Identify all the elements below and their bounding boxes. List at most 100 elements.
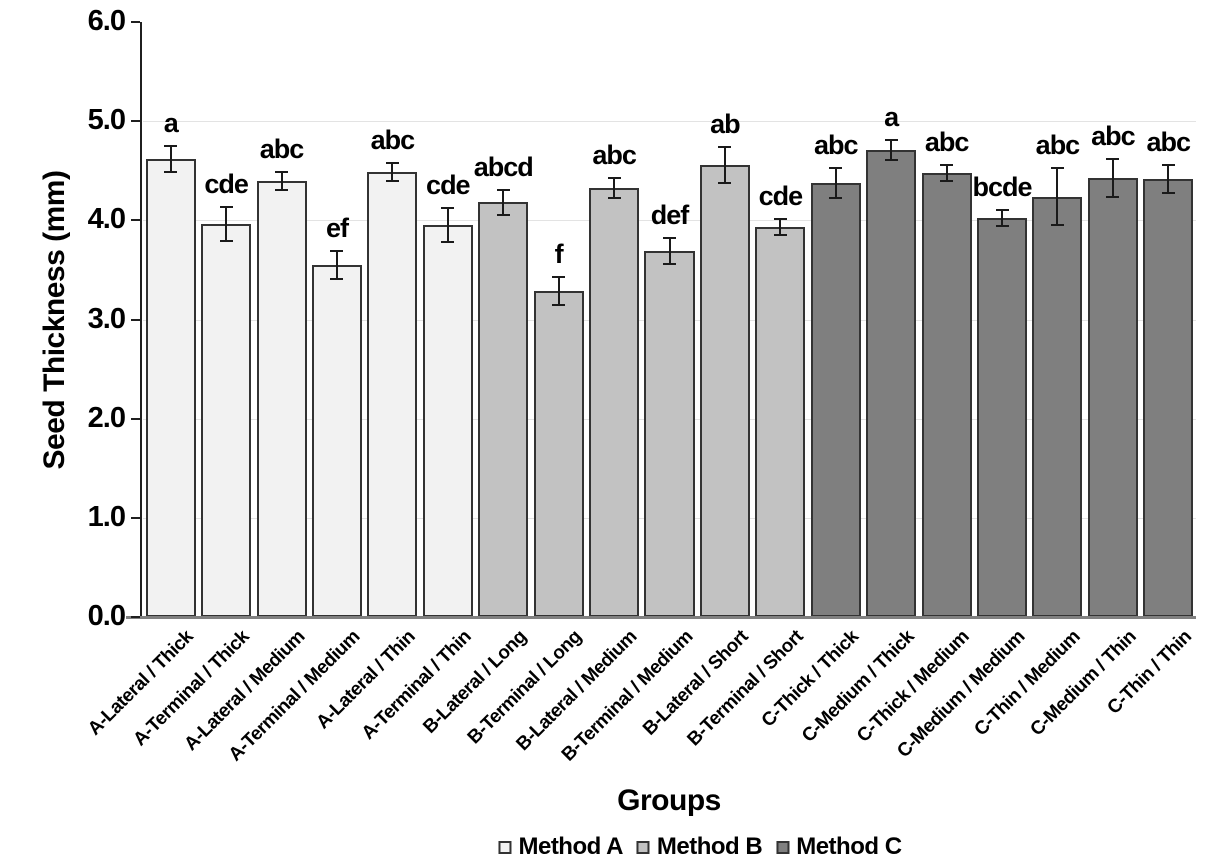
sig-letter: abc bbox=[259, 133, 305, 164]
y-tick-label: 3.0 bbox=[87, 302, 126, 335]
y-tick-mark bbox=[131, 21, 140, 23]
error-bar-cap-top bbox=[940, 163, 954, 166]
sig-letter: abc bbox=[813, 129, 859, 160]
error-bar bbox=[335, 251, 338, 279]
error-bar bbox=[169, 145, 172, 172]
sig-letter: def bbox=[650, 200, 689, 231]
sig-letter: abc bbox=[1091, 120, 1136, 151]
legend-label: Method A bbox=[518, 833, 623, 860]
error-bar bbox=[502, 189, 505, 216]
x-tick-label: C-Thick / Thick bbox=[757, 626, 863, 732]
error-bar bbox=[779, 219, 782, 236]
x-axis-title: Groups bbox=[617, 784, 721, 817]
legend-item: Method C bbox=[776, 833, 902, 860]
legend-label: Method C bbox=[796, 833, 902, 860]
sig-letter: abc bbox=[1146, 126, 1192, 157]
y-tick-label: 1.0 bbox=[87, 500, 126, 533]
error-bar-cap-bottom bbox=[219, 240, 233, 243]
error-bar bbox=[280, 171, 283, 190]
bar bbox=[145, 158, 196, 617]
error-bar-cap-top bbox=[164, 144, 178, 147]
y-gridline bbox=[143, 121, 1196, 123]
error-bar-cap-bottom bbox=[607, 196, 621, 199]
sig-letter: ef bbox=[325, 213, 349, 244]
bar bbox=[589, 187, 640, 617]
sig-letter: bcde bbox=[972, 172, 1033, 203]
error-bar-cap-bottom bbox=[884, 158, 898, 161]
error-bar-cap-top bbox=[1106, 157, 1120, 160]
y-axis-line bbox=[140, 22, 142, 618]
error-bar-cap-top bbox=[330, 250, 344, 253]
bar bbox=[422, 225, 473, 617]
error-bar-cap-bottom bbox=[496, 214, 510, 217]
bar bbox=[755, 227, 806, 617]
bar bbox=[256, 180, 307, 617]
error-bar-cap-top bbox=[385, 161, 399, 164]
y-tick-label: 5.0 bbox=[87, 104, 126, 137]
legend-swatch bbox=[776, 840, 790, 854]
sig-letter: ab bbox=[710, 108, 740, 139]
error-bar-cap-bottom bbox=[1050, 224, 1064, 227]
x-tick-label: A-Lateral / Thin bbox=[312, 626, 420, 734]
error-bar-cap-top bbox=[607, 176, 621, 179]
y-tick-label: 4.0 bbox=[87, 203, 126, 236]
error-bar-cap-top bbox=[773, 218, 787, 221]
error-bar-cap-top bbox=[552, 275, 566, 278]
bar bbox=[367, 171, 418, 617]
bar bbox=[1087, 177, 1138, 617]
y-tick-mark bbox=[131, 417, 140, 420]
error-bar-cap-top bbox=[275, 170, 289, 173]
bar bbox=[1143, 178, 1194, 617]
bar bbox=[201, 224, 252, 617]
bar bbox=[311, 264, 362, 617]
sig-letter: f bbox=[554, 238, 564, 269]
error-bar bbox=[225, 207, 228, 242]
sig-letter: abc bbox=[370, 124, 416, 155]
sig-letter: cde bbox=[758, 181, 804, 212]
y-tick-label: 0.0 bbox=[87, 600, 126, 632]
error-bar-cap-top bbox=[1050, 166, 1064, 169]
error-bar bbox=[446, 208, 449, 243]
error-bar bbox=[890, 140, 893, 160]
error-bar-cap-bottom bbox=[330, 277, 344, 280]
error-bar-cap-bottom bbox=[441, 241, 455, 244]
error-bar bbox=[557, 276, 560, 305]
legend-item: Method A bbox=[498, 833, 623, 860]
bar bbox=[533, 290, 584, 617]
error-bar-cap-bottom bbox=[718, 181, 732, 184]
error-bar-cap-bottom bbox=[1161, 191, 1175, 194]
y-tick-mark bbox=[131, 120, 140, 123]
sig-letter: abc bbox=[1035, 129, 1081, 160]
error-bar bbox=[391, 162, 394, 181]
error-bar-cap-bottom bbox=[552, 303, 566, 306]
error-bar-cap-top bbox=[1161, 163, 1175, 166]
error-bar-cap-bottom bbox=[164, 170, 178, 173]
error-bar-cap-bottom bbox=[829, 196, 843, 199]
y-tick-mark bbox=[131, 219, 140, 222]
sig-letter: abc bbox=[924, 126, 970, 157]
bar bbox=[478, 202, 529, 617]
error-bar-cap-bottom bbox=[940, 179, 954, 182]
bar bbox=[977, 218, 1028, 617]
bar bbox=[866, 149, 917, 617]
error-bar-cap-bottom bbox=[385, 179, 399, 182]
y-tick-mark bbox=[131, 616, 140, 618]
error-bar-cap-bottom bbox=[275, 188, 289, 191]
error-bar bbox=[723, 146, 726, 183]
sig-letter: cde bbox=[204, 169, 249, 200]
sig-letter: a bbox=[884, 102, 899, 132]
error-bar bbox=[613, 177, 616, 198]
error-bar-cap-top bbox=[441, 207, 455, 210]
error-bar-cap-bottom bbox=[1106, 195, 1120, 198]
error-bar-cap-top bbox=[829, 166, 843, 169]
y-tick-mark bbox=[131, 318, 140, 321]
error-bar-cap-top bbox=[663, 237, 676, 240]
bar bbox=[810, 182, 861, 617]
bar bbox=[644, 251, 695, 617]
error-bar-cap-top bbox=[718, 145, 732, 148]
bar bbox=[921, 172, 972, 617]
error-bar bbox=[1167, 164, 1170, 193]
error-bar-cap-top bbox=[219, 206, 233, 209]
error-bar bbox=[1056, 167, 1059, 226]
